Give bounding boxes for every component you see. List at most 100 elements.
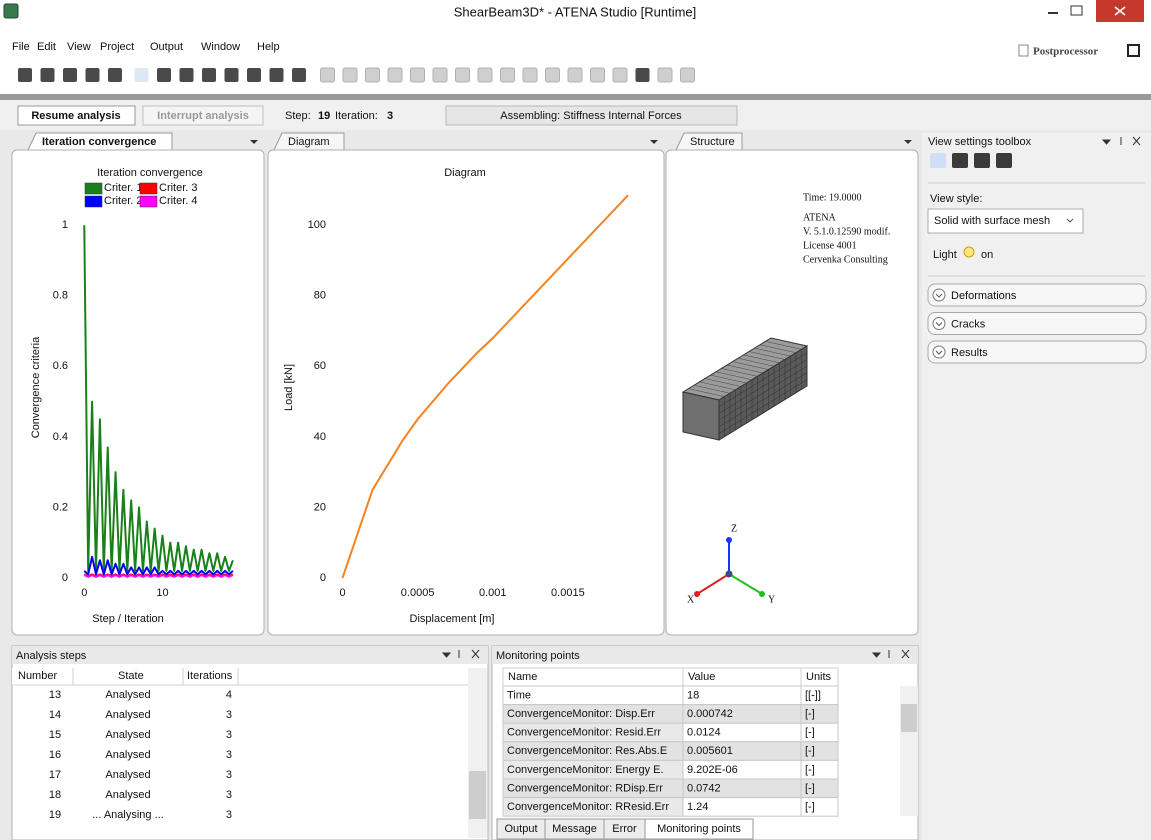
model-info: V. 5.1.0.12590 modif.	[803, 226, 890, 237]
toolbar-icon[interactable]	[225, 68, 239, 82]
step-iterations: 3	[226, 809, 232, 821]
cell-text: [-]	[805, 745, 815, 757]
step-number: 13	[49, 689, 61, 701]
menu-item[interactable]: Edit	[37, 41, 56, 53]
toolbar-icon[interactable]	[270, 68, 284, 82]
menu-item[interactable]: File	[12, 41, 30, 53]
legend-label: Criter. 2	[104, 195, 143, 207]
step-state: ... Analysing ...	[92, 809, 164, 821]
y-tick-label: 0	[62, 572, 68, 584]
step-number: 18	[49, 789, 61, 801]
y-tick-label: 60	[314, 360, 326, 372]
bottom-tab-label[interactable]: Message	[552, 823, 597, 835]
toolbar-icon[interactable]	[501, 68, 515, 82]
view-style-value[interactable]: Solid with surface mesh	[934, 215, 1050, 227]
toolbar-icon[interactable]	[86, 68, 100, 82]
toolbar-icon[interactable]	[366, 68, 380, 82]
view-style-label: View style:	[930, 193, 982, 205]
step-state: Analysed	[105, 709, 150, 721]
cell-text: Time	[507, 689, 531, 701]
y-tick-label: 1	[62, 219, 68, 231]
toolbar-icon[interactable]	[478, 68, 492, 82]
status-text: Assembling: Stiffness Internal Forces	[500, 110, 682, 122]
step-number: 14	[49, 709, 61, 721]
column-header: Number	[18, 670, 57, 682]
chart-title: Iteration convergence	[97, 167, 203, 179]
toolbar-icon[interactable]	[681, 68, 695, 82]
table-cell	[683, 686, 801, 705]
toolbar-icon[interactable]	[568, 68, 582, 82]
tab-label[interactable]: Structure	[690, 136, 735, 148]
toolbox-icon[interactable]	[930, 153, 946, 168]
section-label[interactable]: Results	[951, 347, 988, 359]
cell-text: ConvergenceMonitor: RResid.Err	[507, 801, 669, 813]
model-info: License 4001	[803, 240, 857, 251]
cell-text: 0.000742	[687, 708, 733, 720]
y-tick-label: 0.2	[53, 501, 68, 513]
menu-item[interactable]: Window	[201, 41, 240, 53]
menu-item[interactable]: View	[67, 41, 91, 53]
scroll-thumb[interactable]	[469, 771, 486, 819]
toolbar-icon[interactable]	[613, 68, 627, 82]
menu-item[interactable]: Project	[100, 41, 134, 53]
toolbox	[922, 133, 1151, 840]
cell-text: 9.202E-06	[687, 764, 738, 776]
expand-icon	[933, 289, 945, 301]
step-iterations: 4	[226, 689, 232, 701]
toolbar-icon[interactable]	[321, 68, 335, 82]
beam-front	[683, 392, 719, 440]
light-state[interactable]: on	[981, 249, 993, 261]
step-state: Analysed	[105, 789, 150, 801]
cell-text: [-]	[805, 764, 815, 776]
toolbar-icon[interactable]	[343, 68, 357, 82]
z-axis-head	[726, 537, 732, 543]
toolbar-icon[interactable]	[591, 68, 605, 82]
menu-item[interactable]: Help	[257, 41, 280, 53]
bottom-tab-label[interactable]: Error	[612, 823, 637, 835]
panel-body	[268, 150, 664, 635]
tab-label[interactable]: Iteration convergence	[42, 136, 156, 148]
cell-text: 18	[687, 689, 699, 701]
toolbar-icon[interactable]	[108, 68, 122, 82]
section-label[interactable]: Cracks	[951, 318, 986, 330]
resume-label[interactable]: Resume analysis	[31, 110, 120, 122]
axis-label: Y	[768, 594, 775, 605]
toolbox-icon[interactable]	[996, 153, 1012, 168]
toolbar-icon[interactable]	[546, 68, 560, 82]
toolbar-icon[interactable]	[523, 68, 537, 82]
section-label[interactable]: Deformations	[951, 290, 1017, 302]
mode-label[interactable]: Postprocessor	[1033, 46, 1098, 58]
tab-label[interactable]: Diagram	[288, 136, 330, 148]
toolbar-icon[interactable]	[63, 68, 77, 82]
toolbar-icon[interactable]	[157, 68, 171, 82]
toolbox-icon[interactable]	[974, 153, 990, 168]
toolbar-icon[interactable]	[433, 68, 447, 82]
legend-label: Criter. 4	[159, 195, 198, 207]
scroll-thumb[interactable]	[901, 704, 917, 732]
menu-item[interactable]: Output	[150, 41, 183, 53]
bottom-tab-label[interactable]: Output	[504, 823, 537, 835]
toolbar-icon[interactable]	[411, 68, 425, 82]
x-tick-label: 10	[156, 587, 168, 599]
toolbox-icon[interactable]	[952, 153, 968, 168]
toolbar-icon[interactable]	[247, 68, 261, 82]
cell-text: [[-]]	[805, 689, 821, 701]
toolbox-title: View settings toolbox	[928, 136, 1032, 148]
toolbar-icon[interactable]	[41, 68, 55, 82]
cell-text: ConvergenceMonitor: Disp.Err	[507, 708, 655, 720]
x-tick-label: 0.0005	[401, 587, 435, 599]
toolbar-icon[interactable]	[388, 68, 402, 82]
toolbar-icon[interactable]	[292, 68, 306, 82]
toolbar-icon[interactable]	[456, 68, 470, 82]
light-label: Light	[933, 249, 957, 261]
toolbar-icon[interactable]	[202, 68, 216, 82]
toolbar-icon[interactable]	[658, 68, 672, 82]
model-info: ATENA	[803, 212, 837, 223]
bottom-tab-label[interactable]: Monitoring points	[657, 823, 741, 835]
step-label: Step:	[285, 110, 311, 122]
toolbar-icon[interactable]	[636, 68, 650, 82]
toolbar-icon[interactable]	[18, 68, 32, 82]
toolbar-icon[interactable]	[135, 68, 149, 82]
cell-text: 1.24	[687, 801, 708, 813]
toolbar-icon[interactable]	[180, 68, 194, 82]
